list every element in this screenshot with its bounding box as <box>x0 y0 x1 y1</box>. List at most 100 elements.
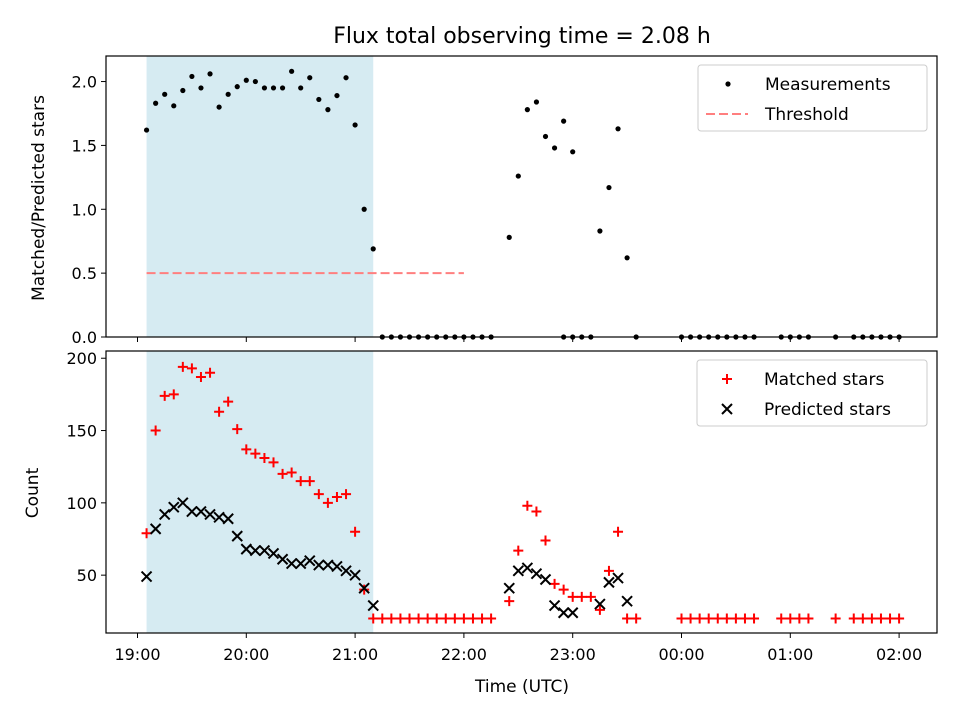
series-predicted-stars <box>140 497 633 619</box>
measurement-point <box>624 255 630 261</box>
legend-marker <box>722 374 732 384</box>
matched-star-point <box>894 613 905 624</box>
predicted-star-point <box>285 557 298 570</box>
y-tick-label: 50 <box>77 566 97 585</box>
matched-star-point <box>622 613 633 624</box>
predicted-star-point <box>603 576 615 589</box>
predicted-star-point <box>612 572 624 584</box>
y-tick-label: 150 <box>66 422 97 441</box>
measurement-point <box>524 107 530 113</box>
matched-star-point <box>413 613 424 624</box>
matched-star-point <box>214 406 225 417</box>
matched-star-point <box>603 565 614 576</box>
matched-star-point <box>232 424 243 435</box>
measurement-point <box>343 75 349 81</box>
matched-star-point <box>739 613 750 624</box>
measurement-point <box>180 87 186 94</box>
predicted-star-point <box>322 559 334 571</box>
measurement-point <box>370 246 376 252</box>
legend: Matched stars Predicted stars <box>696 359 928 427</box>
legend-label: Predicted stars <box>764 400 891 420</box>
matched-star-point <box>685 613 696 624</box>
measurement-point <box>143 127 150 133</box>
matched-star-point <box>277 468 288 479</box>
matched-star-point <box>712 613 723 624</box>
matched-star-point <box>694 613 705 624</box>
predicted-star-point <box>231 530 243 542</box>
matched-star-point <box>730 613 741 624</box>
matched-star-point <box>576 591 587 602</box>
matched-star-point <box>549 578 560 589</box>
predicted-star-point <box>539 573 552 586</box>
matched-star-point <box>304 476 315 487</box>
predicted-star-point <box>222 513 234 525</box>
predicted-star-point <box>358 582 370 594</box>
predicted-star-point <box>249 544 262 557</box>
matched-star-point <box>168 389 179 400</box>
y-tick-label: 1.5 <box>72 136 97 155</box>
x-tick-label: 20:00 <box>223 645 269 664</box>
matched-star-point <box>422 613 433 624</box>
predicted-star-point <box>195 505 207 518</box>
matched-star-point <box>313 489 324 500</box>
predicted-star-point <box>267 547 280 560</box>
predicted-star-point <box>521 562 534 574</box>
predicted-star-point <box>294 557 307 570</box>
matched-star-point <box>177 361 188 372</box>
x-tick-label: 00:00 <box>658 645 704 664</box>
matched-star-point <box>359 584 370 595</box>
measurement-point <box>352 122 358 128</box>
matched-star-point <box>848 613 859 624</box>
ratio-y-axis-label: Matched/Predicted stars <box>29 95 49 301</box>
y-tick-label: 100 <box>66 494 97 513</box>
legend-marker <box>725 81 731 87</box>
predicted-star-point <box>340 565 352 577</box>
ratio-panel: 0.0 0.5 1.0 1.5 2.0 Measurements Threshold <box>72 55 938 347</box>
y-tick-label: 200 <box>66 349 97 368</box>
measurement-point <box>225 91 231 97</box>
matched-star-point <box>594 604 605 615</box>
matched-star-point <box>676 613 687 624</box>
measurement-point <box>252 78 258 85</box>
matched-star-point <box>341 489 352 500</box>
measurement-point <box>153 100 159 106</box>
measurement-point <box>542 133 549 140</box>
highlight-span <box>146 351 374 633</box>
predicted-star-point <box>258 544 271 557</box>
measurement-point <box>298 85 304 91</box>
matched-star-point <box>350 526 361 537</box>
matched-star-point <box>449 613 460 624</box>
matched-star-point <box>458 613 469 624</box>
measurement-point <box>270 85 277 91</box>
matched-star-point <box>467 613 478 624</box>
matched-star-point <box>803 613 814 624</box>
matched-star-point <box>295 476 306 487</box>
matched-star-point <box>195 372 206 383</box>
matched-star-point <box>486 613 497 624</box>
measurement-point <box>561 118 567 124</box>
predicted-star-point <box>530 568 543 580</box>
matched-star-point <box>368 613 379 624</box>
predicted-star-point <box>331 560 343 573</box>
legend-label: Matched stars <box>764 370 884 390</box>
predicted-star-point <box>621 595 633 607</box>
matched-star-point <box>749 613 760 624</box>
matched-star-point <box>613 526 624 537</box>
matched-star-point <box>866 613 877 624</box>
measurement-point <box>506 234 512 240</box>
matched-star-point <box>721 613 732 624</box>
matched-star-point <box>250 448 261 459</box>
x-tick-label: 02:00 <box>876 645 922 664</box>
matched-star-point <box>159 390 170 401</box>
measurement-point <box>171 103 177 109</box>
predicted-star-point <box>349 569 361 581</box>
predicted-star-point <box>367 599 379 612</box>
predicted-star-point <box>213 511 225 524</box>
measurement-point <box>207 71 213 77</box>
measurement-point <box>325 107 331 113</box>
x-tick-label: 19:00 <box>114 645 160 664</box>
matched-star-point <box>631 613 642 624</box>
measurement-point <box>307 75 313 81</box>
matched-star-point <box>141 528 152 539</box>
measurement-point <box>279 85 286 91</box>
